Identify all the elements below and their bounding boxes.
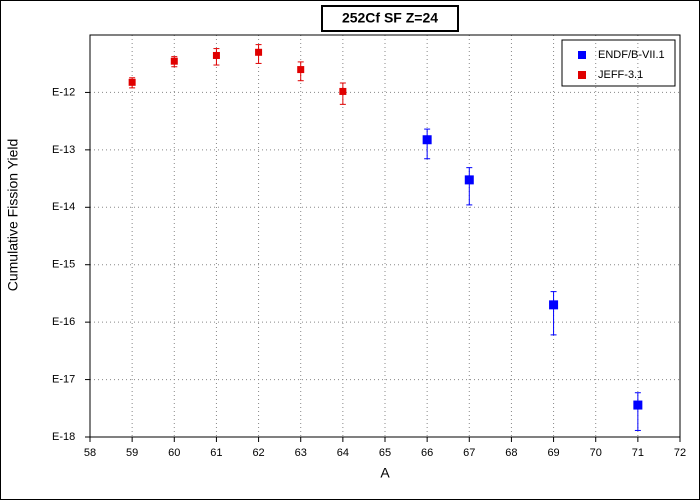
data-point — [339, 87, 347, 95]
y-tick-label: E-14 — [52, 201, 75, 213]
y-tick-label: E-16 — [52, 316, 75, 328]
legend-swatch — [578, 71, 586, 79]
x-axis-label: A — [380, 465, 390, 481]
x-tick-label: 58 — [84, 447, 96, 459]
x-tick-label: 69 — [547, 447, 559, 459]
x-tick-label: 71 — [632, 447, 644, 459]
x-tick-label: 68 — [505, 447, 517, 459]
data-point — [170, 57, 178, 65]
x-tick-label: 72 — [674, 447, 686, 459]
data-point — [212, 51, 220, 59]
x-tick-label: 61 — [210, 447, 222, 459]
chart-title: 252Cf SF Z=24 — [342, 10, 438, 26]
y-tick-label: E-13 — [52, 144, 75, 156]
legend-label: JEFF-3.1 — [598, 69, 643, 81]
y-tick-label: E-12 — [52, 86, 75, 98]
y-axis-label: Cumulative Fission Yield — [5, 139, 21, 292]
x-tick-label: 70 — [590, 447, 602, 459]
data-point — [297, 66, 305, 74]
data-point — [549, 300, 559, 310]
x-tick-label: 63 — [295, 447, 307, 459]
legend-swatch — [578, 51, 586, 59]
y-tick-label: E-18 — [52, 431, 75, 443]
y-tick-label: E-15 — [52, 259, 75, 271]
x-tick-label: 59 — [126, 447, 138, 459]
x-tick-label: 65 — [379, 447, 391, 459]
data-point — [633, 400, 643, 410]
x-tick-label: 60 — [168, 447, 180, 459]
title-box — [321, 5, 459, 32]
x-tick-label: 67 — [463, 447, 475, 459]
legend-label: ENDF/B-VII.1 — [598, 49, 665, 61]
x-tick-label: 64 — [337, 447, 349, 459]
data-point — [128, 78, 136, 86]
data-point — [422, 135, 432, 145]
data-point — [464, 175, 474, 185]
x-tick-label: 62 — [252, 447, 264, 459]
data-point — [255, 48, 263, 56]
y-tick-label: E-17 — [52, 373, 75, 385]
plot-area — [89, 34, 681, 438]
x-tick-label: 66 — [421, 447, 433, 459]
